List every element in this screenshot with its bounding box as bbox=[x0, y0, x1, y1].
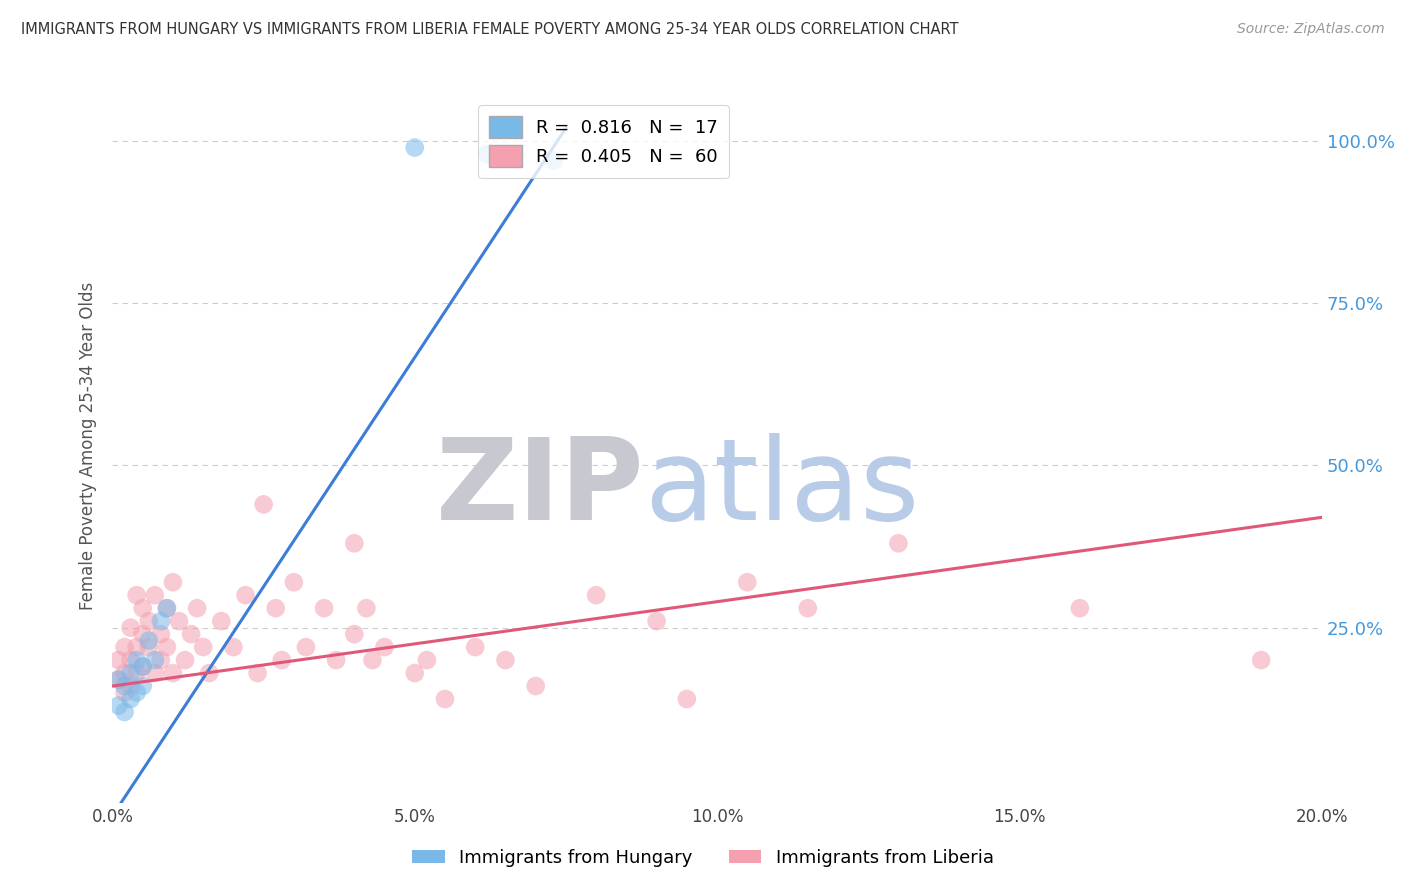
Point bbox=[149, 614, 172, 628]
Point bbox=[125, 640, 148, 654]
Point bbox=[524, 679, 547, 693]
Point bbox=[1250, 653, 1272, 667]
Point bbox=[132, 679, 155, 693]
Point bbox=[191, 640, 214, 654]
Point bbox=[887, 536, 910, 550]
Point bbox=[737, 575, 759, 590]
Point bbox=[222, 640, 245, 654]
Point bbox=[132, 601, 155, 615]
Point bbox=[374, 640, 396, 654]
Point bbox=[416, 653, 439, 667]
Point bbox=[295, 640, 318, 654]
Point bbox=[149, 627, 172, 641]
Point bbox=[120, 679, 142, 693]
Point bbox=[198, 666, 221, 681]
Text: IMMIGRANTS FROM HUNGARY VS IMMIGRANTS FROM LIBERIA FEMALE POVERTY AMONG 25-34 YE: IMMIGRANTS FROM HUNGARY VS IMMIGRANTS FR… bbox=[21, 22, 959, 37]
Y-axis label: Female Poverty Among 25-34 Year Olds: Female Poverty Among 25-34 Year Olds bbox=[79, 282, 97, 610]
Point bbox=[149, 653, 172, 667]
Text: Source: ZipAtlas.com: Source: ZipAtlas.com bbox=[1237, 22, 1385, 37]
Point bbox=[325, 653, 347, 667]
Point bbox=[120, 621, 142, 635]
Point bbox=[174, 653, 197, 667]
Point bbox=[253, 497, 276, 511]
Point bbox=[270, 653, 292, 667]
Point bbox=[156, 601, 179, 615]
Point bbox=[120, 692, 142, 706]
Point bbox=[132, 659, 155, 673]
Point bbox=[114, 640, 136, 654]
Legend: Immigrants from Hungary, Immigrants from Liberia: Immigrants from Hungary, Immigrants from… bbox=[405, 842, 1001, 874]
Legend: R =  0.816   N =  17, R =  0.405   N =  60: R = 0.816 N = 17, R = 0.405 N = 60 bbox=[478, 105, 728, 178]
Point bbox=[120, 653, 142, 667]
Point bbox=[125, 685, 148, 699]
Point bbox=[107, 698, 129, 713]
Point bbox=[477, 147, 499, 161]
Point bbox=[114, 666, 136, 681]
Text: atlas: atlas bbox=[644, 434, 920, 544]
Point bbox=[156, 640, 179, 654]
Point bbox=[120, 666, 142, 681]
Point bbox=[132, 627, 155, 641]
Point bbox=[143, 653, 166, 667]
Point bbox=[138, 614, 160, 628]
Point bbox=[143, 588, 166, 602]
Point bbox=[162, 575, 184, 590]
Point bbox=[167, 614, 190, 628]
Point bbox=[156, 601, 179, 615]
Point bbox=[246, 666, 269, 681]
Point bbox=[343, 627, 366, 641]
Point bbox=[125, 666, 148, 681]
Point bbox=[543, 153, 565, 168]
Point bbox=[114, 685, 136, 699]
Point bbox=[138, 640, 160, 654]
Point bbox=[132, 659, 155, 673]
Point bbox=[114, 705, 136, 719]
Point bbox=[125, 588, 148, 602]
Point bbox=[675, 692, 697, 706]
Point bbox=[209, 614, 232, 628]
Point bbox=[404, 140, 426, 154]
Point bbox=[283, 575, 305, 590]
Point bbox=[138, 633, 160, 648]
Point bbox=[107, 653, 129, 667]
Point bbox=[356, 601, 378, 615]
Point bbox=[114, 679, 136, 693]
Point bbox=[162, 666, 184, 681]
Point bbox=[125, 653, 148, 667]
Point bbox=[107, 673, 129, 687]
Point bbox=[464, 640, 486, 654]
Point bbox=[361, 653, 384, 667]
Point bbox=[180, 627, 202, 641]
Point bbox=[186, 601, 208, 615]
Text: ZIP: ZIP bbox=[436, 434, 644, 544]
Point bbox=[343, 536, 366, 550]
Point bbox=[143, 666, 166, 681]
Point bbox=[1069, 601, 1091, 615]
Point bbox=[495, 653, 517, 667]
Point bbox=[107, 673, 129, 687]
Point bbox=[585, 588, 607, 602]
Point bbox=[645, 614, 668, 628]
Point bbox=[235, 588, 257, 602]
Point bbox=[404, 666, 426, 681]
Point bbox=[433, 692, 456, 706]
Point bbox=[264, 601, 287, 615]
Point bbox=[314, 601, 336, 615]
Point bbox=[796, 601, 818, 615]
